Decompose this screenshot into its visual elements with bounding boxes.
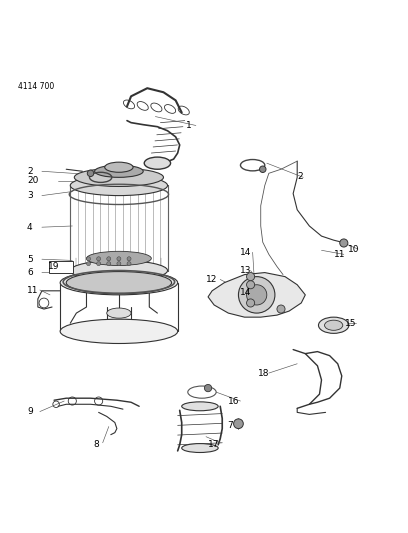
- Ellipse shape: [60, 271, 177, 295]
- Circle shape: [117, 257, 121, 261]
- Polygon shape: [208, 272, 305, 317]
- Text: 6: 6: [27, 268, 33, 277]
- Ellipse shape: [60, 319, 177, 343]
- Ellipse shape: [70, 261, 168, 281]
- Text: 3: 3: [27, 191, 33, 200]
- Circle shape: [246, 272, 255, 281]
- Text: 18: 18: [257, 369, 269, 377]
- Circle shape: [204, 384, 212, 392]
- Text: 19: 19: [48, 262, 60, 271]
- Text: 11: 11: [27, 286, 38, 295]
- Circle shape: [234, 419, 243, 429]
- Circle shape: [107, 257, 111, 261]
- Text: 17: 17: [208, 440, 220, 449]
- Circle shape: [87, 170, 94, 176]
- Ellipse shape: [107, 308, 131, 318]
- Text: 16: 16: [228, 397, 239, 406]
- Circle shape: [127, 257, 131, 261]
- Text: 2: 2: [297, 173, 303, 181]
- Text: 14: 14: [239, 248, 251, 257]
- Circle shape: [97, 257, 101, 261]
- Ellipse shape: [95, 165, 143, 177]
- Ellipse shape: [70, 175, 168, 196]
- Circle shape: [246, 281, 255, 289]
- Text: 9: 9: [27, 407, 33, 416]
- Text: 4: 4: [27, 223, 33, 232]
- Text: 14: 14: [239, 288, 251, 297]
- Circle shape: [107, 262, 111, 265]
- Text: 5: 5: [27, 255, 33, 264]
- Circle shape: [277, 305, 285, 313]
- Text: 2: 2: [27, 167, 33, 176]
- Ellipse shape: [319, 317, 349, 333]
- Text: 11: 11: [334, 250, 345, 259]
- Ellipse shape: [74, 168, 164, 187]
- Ellipse shape: [105, 162, 133, 172]
- Ellipse shape: [86, 251, 151, 265]
- Ellipse shape: [182, 402, 218, 411]
- Circle shape: [86, 257, 91, 261]
- Text: 4114 700: 4114 700: [18, 82, 54, 91]
- Ellipse shape: [324, 320, 343, 330]
- Circle shape: [259, 166, 266, 173]
- Circle shape: [246, 299, 255, 307]
- Circle shape: [340, 239, 348, 247]
- FancyBboxPatch shape: [49, 261, 73, 272]
- Text: 15: 15: [345, 319, 357, 328]
- Circle shape: [97, 262, 101, 265]
- Text: 7: 7: [228, 421, 233, 430]
- Circle shape: [127, 262, 131, 265]
- Circle shape: [238, 277, 275, 313]
- Ellipse shape: [182, 443, 218, 453]
- Text: 13: 13: [239, 266, 251, 275]
- Circle shape: [117, 262, 121, 265]
- Text: 20: 20: [27, 176, 38, 185]
- Text: 8: 8: [94, 440, 100, 449]
- Text: 12: 12: [206, 275, 217, 284]
- Circle shape: [246, 285, 267, 305]
- Text: 1: 1: [186, 121, 191, 130]
- Ellipse shape: [66, 272, 172, 294]
- Text: 10: 10: [348, 245, 359, 254]
- Circle shape: [86, 262, 91, 265]
- Ellipse shape: [144, 157, 171, 169]
